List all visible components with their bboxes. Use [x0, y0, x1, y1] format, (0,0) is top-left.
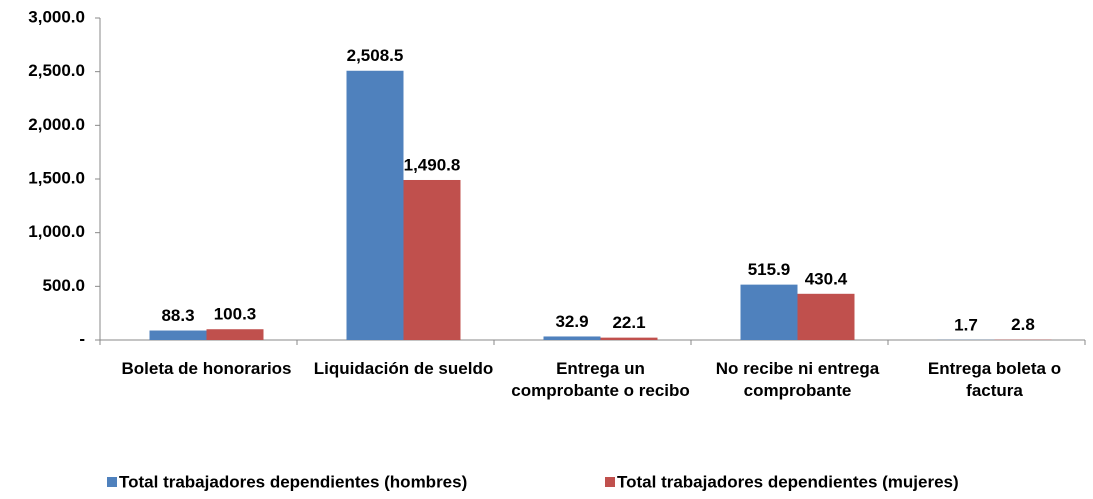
value-label: 515.9: [748, 260, 791, 279]
legend-swatch: [107, 477, 117, 487]
value-label: 100.3: [214, 305, 257, 324]
value-label: 32.9: [555, 312, 588, 331]
y-tick-label: -: [79, 329, 85, 348]
y-tick-label: 2,500.0: [28, 61, 85, 80]
bar: [797, 293, 855, 340]
value-label: 2,508.5: [347, 46, 404, 65]
bar: [149, 330, 207, 340]
value-label: 1,490.8: [404, 155, 461, 174]
value-label: 2.8: [1011, 315, 1035, 334]
bar: [403, 179, 461, 340]
y-tick-label: 3,000.0: [28, 7, 85, 26]
y-tick-label: 500.0: [42, 276, 85, 295]
value-label: 1.7: [954, 315, 978, 334]
x-tick-label: No recibe ni entrega comprobante: [715, 359, 880, 400]
bar: [740, 284, 798, 340]
y-tick-label: 1,000.0: [28, 222, 85, 241]
bar: [206, 329, 264, 340]
x-tick-label: Entrega un comprobante o recibo: [511, 359, 690, 400]
bar: [346, 70, 404, 340]
legend-label: Total trabajadores dependientes (mujeres…: [617, 472, 959, 491]
y-tick-label: 1,500.0: [28, 168, 85, 187]
y-tick-label: 2,000.0: [28, 115, 85, 134]
x-tick-label: Entrega boleta o factura: [927, 359, 1062, 400]
legend-swatch: [605, 477, 615, 487]
bar: [600, 337, 658, 340]
x-tick-label: Boleta de honorarios: [121, 359, 292, 378]
value-label: 88.3: [161, 306, 194, 325]
value-label: 22.1: [612, 313, 645, 332]
value-label: 430.4: [805, 269, 848, 288]
legend-label: Total trabajadores dependientes (hombres…: [119, 472, 467, 491]
x-tick-label: Liquidación de sueldo: [313, 359, 494, 378]
bar: [543, 336, 601, 340]
